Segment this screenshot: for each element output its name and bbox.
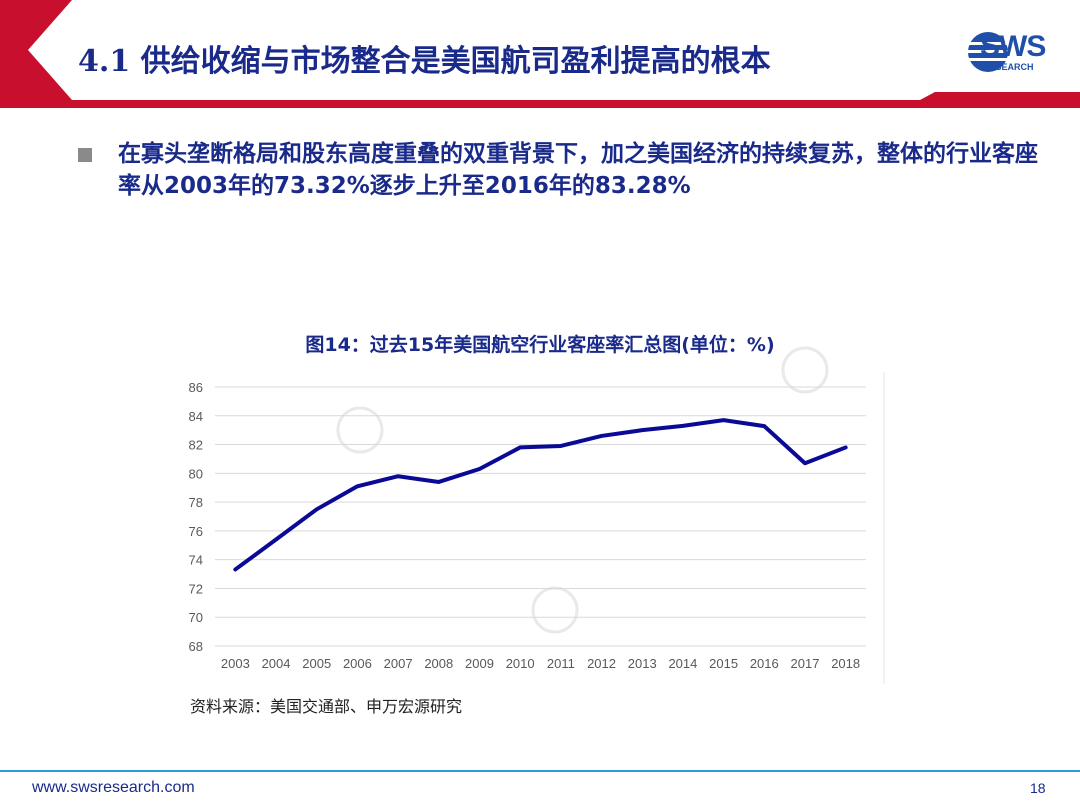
- x-tick-label: 2009: [465, 656, 494, 671]
- x-tick-label: 2015: [709, 656, 738, 671]
- x-tick-label: 2017: [791, 656, 820, 671]
- page-title: 4.1 供给收缩与市场整合是美国航司盈利提高的根本: [78, 44, 771, 79]
- y-tick-label: 70: [189, 610, 203, 625]
- y-tick-label: 74: [189, 553, 203, 568]
- footer-url[interactable]: www.swsresearch.com: [32, 779, 195, 796]
- x-tick-label: 2016: [750, 656, 779, 671]
- y-tick-label: 84: [189, 409, 203, 424]
- chart-source: 资料来源：美国交通部、申万宏源研究: [190, 697, 463, 716]
- logo-subtext: RESEARCH: [983, 62, 1034, 72]
- y-tick-label: 86: [189, 380, 203, 395]
- bullet-square-icon: [78, 148, 92, 162]
- y-tick-label: 82: [189, 438, 203, 453]
- header-decoration: [0, 0, 1080, 108]
- x-tick-label: 2014: [668, 656, 697, 671]
- y-tick-label: 68: [189, 639, 203, 654]
- x-tick-label: 2012: [587, 656, 616, 671]
- x-tick-label: 2005: [302, 656, 331, 671]
- x-tick-label: 2011: [547, 656, 575, 671]
- series-line: [233, 418, 848, 572]
- x-tick-label: 2004: [262, 656, 291, 671]
- x-tick-label: 2006: [343, 656, 372, 671]
- y-tick-label: 76: [189, 524, 203, 539]
- y-tick-label: 72: [189, 581, 203, 596]
- x-tick-label: 2007: [384, 656, 413, 671]
- y-tick-label: 80: [189, 466, 203, 481]
- logo-text: SWS: [980, 30, 1046, 63]
- x-tick-label: 2003: [221, 656, 250, 671]
- x-tick-label: 2010: [506, 656, 535, 671]
- y-tick-label: 78: [189, 495, 203, 510]
- x-tick-label: 2008: [424, 656, 453, 671]
- x-tick-label: 2018: [831, 656, 860, 671]
- page-number: 18: [1030, 780, 1046, 796]
- chart-title: 图14：过去15年美国航空行业客座率汇总图(单位：%): [305, 334, 775, 356]
- bullet-text: 在寡头垄断格局和股东高度重叠的双重背景下，加之美国经济的持续复苏，整体的行业客座…: [118, 141, 1038, 199]
- sws-logo-icon: [966, 32, 1010, 72]
- x-tick-label: 2013: [628, 656, 657, 671]
- footer-divider: [0, 770, 1080, 772]
